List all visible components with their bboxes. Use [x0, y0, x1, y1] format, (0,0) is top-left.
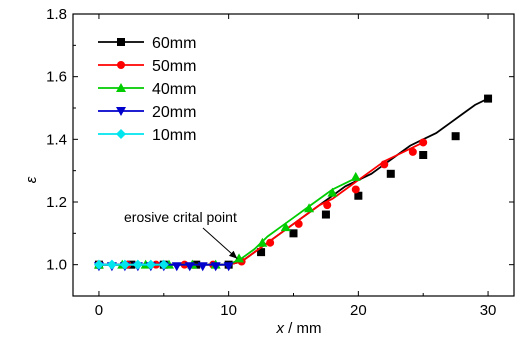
data-point: [117, 38, 125, 46]
data-point: [116, 83, 126, 92]
annotation: erosive crital point: [124, 209, 238, 260]
x-tick-label: 10: [220, 302, 237, 319]
data-point: [419, 151, 428, 159]
plot-area: 0 10 20 30 1.0 1.2 1.4 1.6 1.8: [46, 6, 515, 319]
data-point: [323, 201, 332, 210]
data-point: [386, 169, 395, 178]
data-point: [116, 107, 126, 116]
y-tick-label: 1.0: [46, 257, 67, 274]
y-tick-label: 1.6: [46, 69, 67, 86]
data-point: [117, 61, 125, 69]
data-point: [380, 160, 389, 169]
data-point: [354, 191, 363, 200]
y-tick-label: 1.2: [46, 194, 67, 211]
legend-label: 60mm: [152, 35, 196, 52]
x-axis-label-var: x: [276, 320, 285, 337]
data-point: [484, 94, 493, 103]
x-tick-label: 0: [95, 302, 103, 319]
legend-label: 50mm: [152, 58, 196, 75]
data-point: [451, 132, 460, 141]
plot-border: [72, 13, 515, 297]
data-point: [408, 147, 417, 156]
data-point: [257, 237, 268, 247]
x-tick-label: 20: [350, 302, 367, 319]
y-axis-label: ε: [23, 176, 40, 183]
legend: 60mm 50mm 40mm 20mm 10mm: [98, 35, 196, 144]
data-point: [304, 203, 315, 213]
data-point: [116, 129, 126, 139]
annotation-text: erosive crital point: [124, 209, 237, 225]
data-point: [132, 259, 143, 270]
y-tick-label: 1.8: [46, 6, 67, 23]
data-point: [351, 185, 360, 194]
x-tick-label: 30: [480, 302, 497, 319]
data-point: [280, 222, 291, 232]
series-10mm: [93, 259, 169, 270]
series-line: [98, 97, 489, 266]
legend-item: 50mm: [98, 58, 196, 75]
y-tick-label: 1.4: [46, 131, 67, 148]
legend-label: 40mm: [152, 81, 196, 98]
data-point: [171, 262, 182, 272]
data-point: [184, 262, 195, 272]
data-point: [350, 171, 361, 181]
data-point: [294, 219, 303, 228]
data-point: [257, 248, 266, 257]
data-point: [289, 229, 298, 238]
legend-item: 40mm: [98, 81, 196, 98]
data-point: [119, 259, 130, 270]
legend-item: 20mm: [98, 104, 196, 121]
data-point: [321, 210, 330, 219]
data-point: [158, 259, 169, 270]
data-point: [93, 259, 104, 270]
series-layer: [93, 94, 493, 272]
legend-label: 20mm: [152, 104, 196, 121]
legend-label: 10mm: [152, 127, 196, 144]
data-point: [197, 262, 208, 272]
legend-item: 10mm: [98, 127, 196, 144]
data-point: [210, 262, 221, 272]
data-point: [145, 259, 156, 270]
x-axis-label-unit: / mm: [284, 320, 322, 337]
data-point: [266, 238, 275, 247]
data-point: [223, 262, 234, 272]
data-point: [419, 138, 428, 147]
annotation-arrowhead: [228, 250, 238, 259]
legend-item: 60mm: [98, 35, 196, 52]
data-point: [327, 187, 338, 197]
data-point: [106, 259, 117, 270]
data-point: [234, 253, 245, 263]
x-axis-label: x / mm: [276, 320, 322, 337]
